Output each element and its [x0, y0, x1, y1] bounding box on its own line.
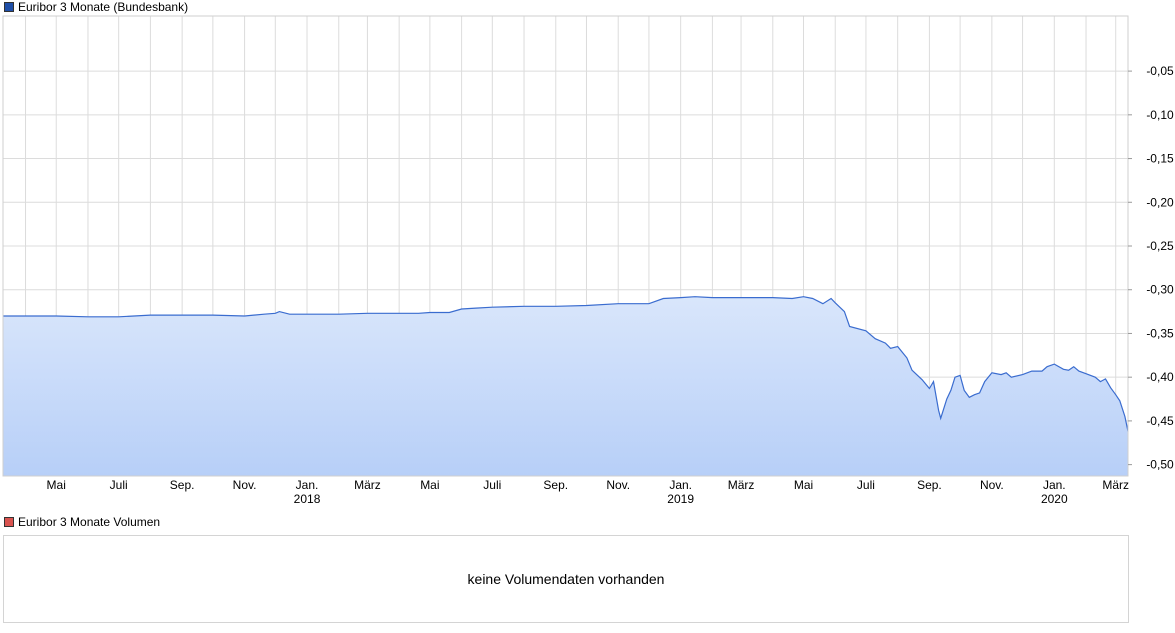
x-tick-label: März — [354, 478, 381, 492]
y-tick-label: -0,20 — [1146, 195, 1174, 209]
x-tick-label: Jan. — [669, 478, 692, 492]
volume-empty-message: keine Volumendaten vorhanden — [467, 571, 665, 587]
x-tick-label: März — [1102, 478, 1129, 492]
legend-volume-label: Euribor 3 Monate Volumen — [18, 515, 161, 529]
y-tick-label: -0,25 — [1146, 239, 1174, 253]
x-tick-label: März — [728, 478, 755, 492]
x-tick-label: Mai — [794, 478, 813, 492]
x-tick-label: Juli — [483, 478, 501, 492]
y-tick-label: -0,50 — [1146, 458, 1174, 472]
legend-main-swatch — [4, 2, 14, 12]
chart-area-fill — [3, 296, 1128, 476]
price-chart: -0,05 -0,10 -0,15 -0,20 -0,25 -0,30 -0,35 -0,40… — [2, 15, 1174, 506]
y-tick-label: -0,10 — [1146, 108, 1174, 122]
x-tick-label: Sep. — [170, 478, 195, 492]
x-tick-label: Sep. — [543, 478, 568, 492]
x-tick-label: Sep. — [917, 478, 942, 492]
x-tick-label: Mai — [47, 478, 66, 492]
legend-volume: Euribor 3 Monate Volumen — [4, 515, 160, 529]
y-tick-label: -0,05 — [1146, 64, 1174, 78]
y-tick-label: -0,35 — [1146, 326, 1174, 340]
volume-panel: keine Volumendaten vorhanden — [3, 535, 1129, 623]
x-tick-year-label: 2020 — [1041, 492, 1068, 506]
y-tick-label: -0,45 — [1146, 414, 1174, 428]
x-tick-year-label: 2019 — [667, 492, 694, 506]
x-tick-label: Nov. — [980, 478, 1004, 492]
x-tick-label: Nov. — [233, 478, 257, 492]
x-tick-label: Juli — [857, 478, 875, 492]
legend-main-label: Euribor 3 Monate (Bundesbank) — [18, 0, 189, 14]
x-tick-label: Nov. — [606, 478, 630, 492]
legend-main: Euribor 3 Monate (Bundesbank) — [4, 0, 188, 14]
y-tick-label: -0,40 — [1146, 370, 1174, 384]
y-tick-label: -0,30 — [1146, 283, 1174, 297]
legend-volume-swatch — [4, 517, 14, 527]
x-tick-year-label: 2018 — [294, 492, 321, 506]
x-tick-label: Juli — [110, 478, 128, 492]
x-tick-label: Jan. — [296, 478, 319, 492]
y-axis: -0,05 -0,10 -0,15 -0,20 -0,25 -0,30 -0,35 -0,40… — [1128, 64, 1174, 472]
x-tick-label: Jan. — [1043, 478, 1066, 492]
chart-line-series — [3, 296, 1129, 432]
y-tick-label: -0,15 — [1146, 152, 1174, 166]
x-tick-label: Mai — [420, 478, 439, 492]
